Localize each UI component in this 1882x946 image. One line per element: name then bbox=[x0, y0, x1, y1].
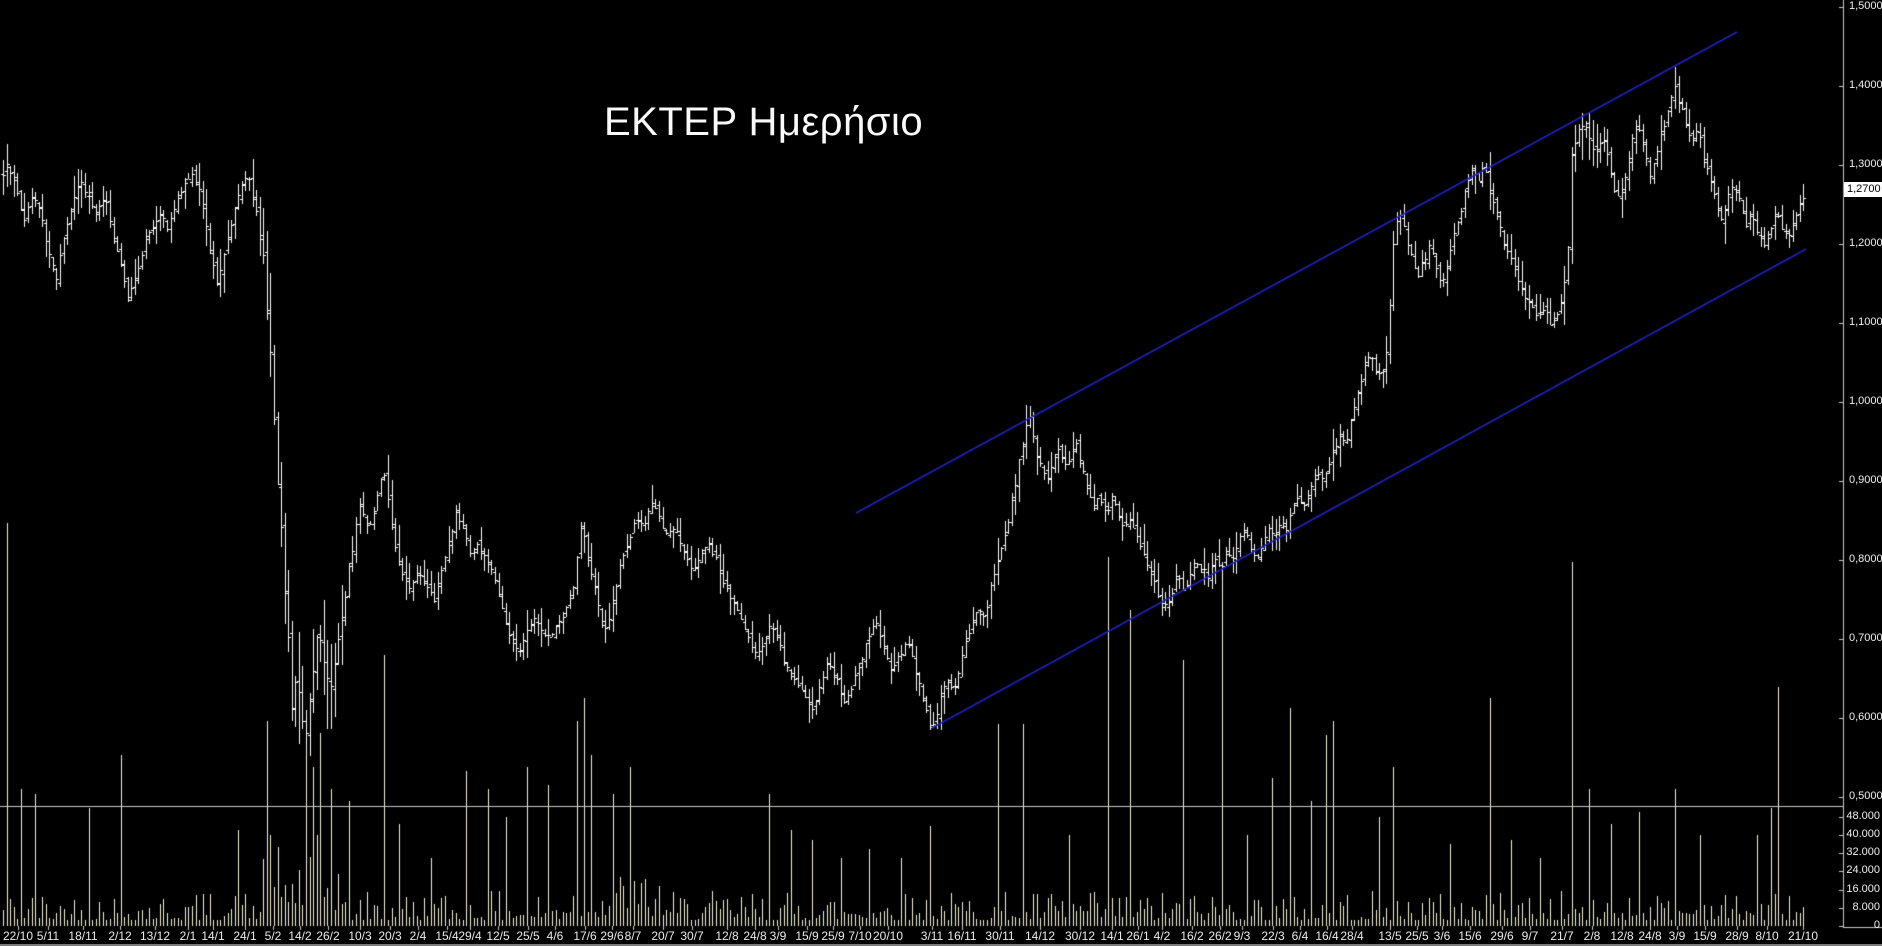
date-label: 15/4 bbox=[435, 929, 459, 943]
volume-axis-label: 40.000 bbox=[1846, 828, 1880, 840]
date-label: 20/10 bbox=[872, 929, 904, 943]
date-label: 5/11 bbox=[36, 929, 60, 943]
date-label: 3/6 bbox=[1433, 929, 1451, 943]
price-axis-label: 0,8000 bbox=[1849, 553, 1882, 565]
date-label: 24/8 bbox=[1638, 929, 1662, 943]
date-label: 21/7 bbox=[1550, 929, 1574, 943]
date-label: 16/4 bbox=[1315, 929, 1339, 943]
date-label: 26/1 bbox=[1126, 929, 1150, 943]
date-label: 2/4 bbox=[409, 929, 427, 943]
date-label: 3/9 bbox=[769, 929, 787, 943]
date-label: 26/2 bbox=[1208, 929, 1232, 943]
date-label: 17/6 bbox=[573, 929, 597, 943]
date-label: 12/8 bbox=[1610, 929, 1634, 943]
price-axis-label: 0,6000 bbox=[1849, 711, 1882, 723]
price-axis-label: 1,5000 bbox=[1849, 0, 1882, 12]
bottom-edge-strip bbox=[0, 944, 1882, 946]
date-label: 25/5 bbox=[1405, 929, 1429, 943]
date-label: 13/5 bbox=[1378, 929, 1402, 943]
volume-axis-label: 48.000 bbox=[1846, 810, 1880, 822]
date-label: 14/2 bbox=[288, 929, 312, 943]
date-label: 9/3 bbox=[1233, 929, 1251, 943]
date-label: 3/11 bbox=[920, 929, 944, 943]
volume-axis-label: 8.000 bbox=[1852, 901, 1880, 913]
date-label: 20/7 bbox=[651, 929, 675, 943]
date-label: 28/9 bbox=[1725, 929, 1749, 943]
date-label: 14/1 bbox=[201, 929, 225, 943]
price-axis-label: 1,3000 bbox=[1849, 158, 1882, 170]
date-label: 29/6 bbox=[1490, 929, 1514, 943]
date-label: 4/6 bbox=[546, 929, 564, 943]
date-label: 15/9 bbox=[795, 929, 819, 943]
last-price-tag: 1,2700 bbox=[1844, 182, 1882, 197]
date-label: 30/11 bbox=[985, 929, 1015, 943]
date-label: 8/10 bbox=[1755, 929, 1779, 943]
date-label: 28/4 bbox=[1340, 929, 1364, 943]
date-label: 16/11 bbox=[947, 929, 977, 943]
date-label: 25/5 bbox=[516, 929, 540, 943]
date-label: 6/4 bbox=[1291, 929, 1309, 943]
date-label: 9/7 bbox=[1521, 929, 1539, 943]
date-label: 24/8 bbox=[743, 929, 767, 943]
date-label: 2/1 bbox=[179, 929, 197, 943]
date-label: 21/10 bbox=[1787, 929, 1819, 943]
price-axis-label: 1,0000 bbox=[1849, 395, 1882, 407]
date-label: 22/10 bbox=[2, 929, 34, 943]
date-label: 2/12 bbox=[108, 929, 132, 943]
date-label: 15/6 bbox=[1458, 929, 1482, 943]
date-label: 16/2 bbox=[1180, 929, 1204, 943]
date-label: 30/7 bbox=[680, 929, 704, 943]
date-label: 12/5 bbox=[486, 929, 510, 943]
date-label: 22/3 bbox=[1261, 929, 1285, 943]
date-label: 30/12 bbox=[1064, 929, 1096, 943]
chart-title: ΕΚΤΕΡ Ημερήσιο bbox=[604, 100, 924, 144]
date-label: 13/12 bbox=[139, 929, 171, 943]
date-label: 29/4 bbox=[458, 929, 482, 943]
price-axis-label: 0,5000 bbox=[1849, 790, 1882, 802]
date-label: 26/2 bbox=[316, 929, 340, 943]
price-axis-label: 1,1000 bbox=[1849, 316, 1882, 328]
date-label: 29/6 bbox=[600, 929, 624, 943]
date-label: 14/1 bbox=[1100, 929, 1124, 943]
date-label: 18/11 bbox=[68, 929, 98, 943]
date-label: 14/12 bbox=[1024, 929, 1056, 943]
price-axis-label: 0,9000 bbox=[1849, 474, 1882, 486]
date-label: 7/10 bbox=[848, 929, 872, 943]
date-label: 25/9 bbox=[821, 929, 845, 943]
volume-axis-label: 0 bbox=[1873, 919, 1880, 931]
date-label: 12/8 bbox=[715, 929, 739, 943]
price-axis-label: 1,4000 bbox=[1849, 79, 1882, 91]
price-axis-label: 1,2000 bbox=[1849, 237, 1882, 249]
date-label: 8/7 bbox=[624, 929, 642, 943]
volume-axis-label: 16.000 bbox=[1846, 883, 1880, 895]
date-label: 20/3 bbox=[378, 929, 402, 943]
date-label: 3/9 bbox=[1668, 929, 1686, 943]
date-label: 2/8 bbox=[1583, 929, 1601, 943]
price-axis-label: 0,7000 bbox=[1849, 632, 1882, 644]
date-label: 15/9 bbox=[1693, 929, 1717, 943]
date-label: 24/1 bbox=[233, 929, 257, 943]
date-label: 4/2 bbox=[1153, 929, 1171, 943]
volume-axis-label: 24.000 bbox=[1846, 864, 1880, 876]
volume-axis-label: 32.000 bbox=[1846, 846, 1880, 858]
date-label: 5/2 bbox=[264, 929, 282, 943]
date-label: 10/3 bbox=[348, 929, 372, 943]
